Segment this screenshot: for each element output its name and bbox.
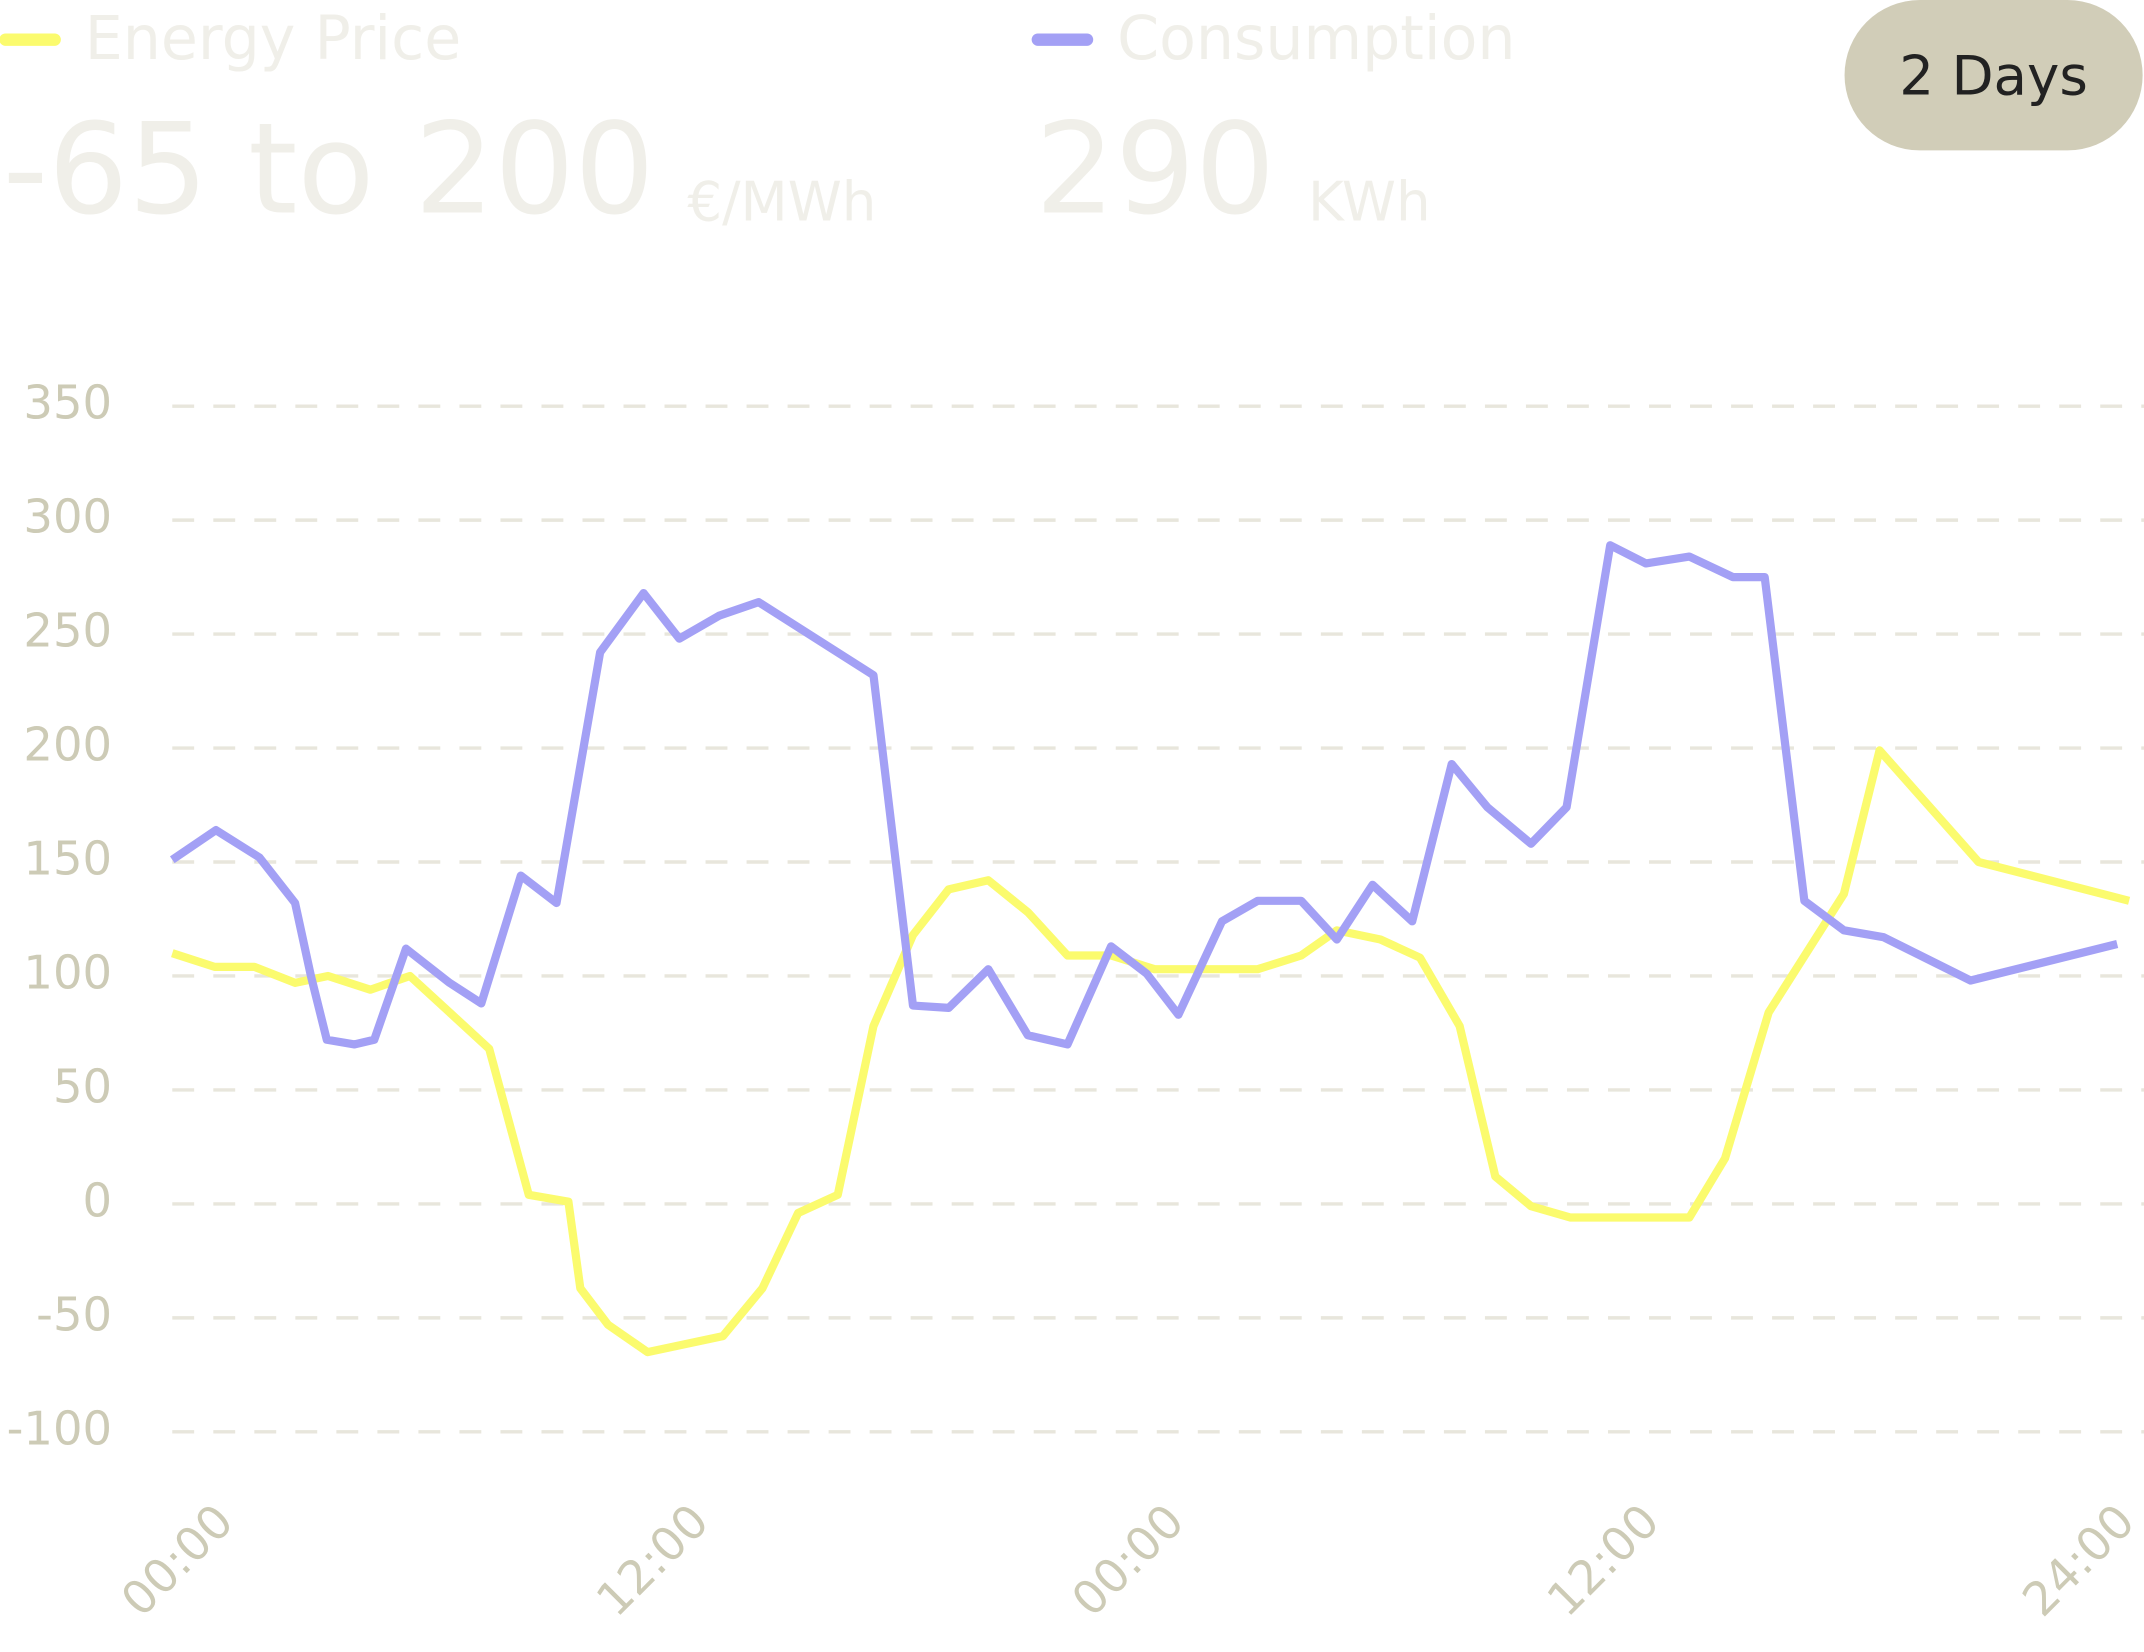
x-tick-label: 24:00 (2012, 1494, 2144, 1627)
legend-label: Energy Price (85, 4, 461, 74)
period-button[interactable]: 2 Days (1844, 0, 2143, 151)
x-tick-label: 12:00 (1537, 1494, 1670, 1627)
y-tick-label: 0 (83, 1173, 113, 1227)
y-tick-label: 100 (23, 945, 112, 999)
series-line (171, 746, 2131, 1357)
y-tick-label: 200 (23, 718, 112, 772)
summary-unit: €/MWh (687, 169, 876, 233)
x-tick-label: 00:00 (1061, 1494, 1194, 1627)
y-tick-label: 300 (23, 490, 112, 544)
button-label[interactable]: 2 Days (1899, 43, 2088, 107)
series-line (169, 541, 2119, 1049)
summary-value: -65 to 200 (3, 95, 655, 242)
button-bg[interactable] (1844, 0, 2143, 151)
summary-unit: KWh (1308, 169, 1431, 233)
summary-value: 290 (1035, 95, 1275, 242)
y-tick-label: 50 (53, 1059, 112, 1113)
y-tick-label: 250 (23, 604, 112, 658)
y-tick-label: 350 (23, 376, 112, 430)
x-tick-label: 00:00 (111, 1494, 244, 1627)
legend-label: Consumption (1117, 4, 1515, 74)
y-tick-label: -50 (36, 1287, 112, 1341)
x-tick-label: 12:00 (586, 1494, 719, 1627)
y-tick-label: -100 (7, 1401, 112, 1455)
y-tick-label: 150 (23, 832, 112, 886)
